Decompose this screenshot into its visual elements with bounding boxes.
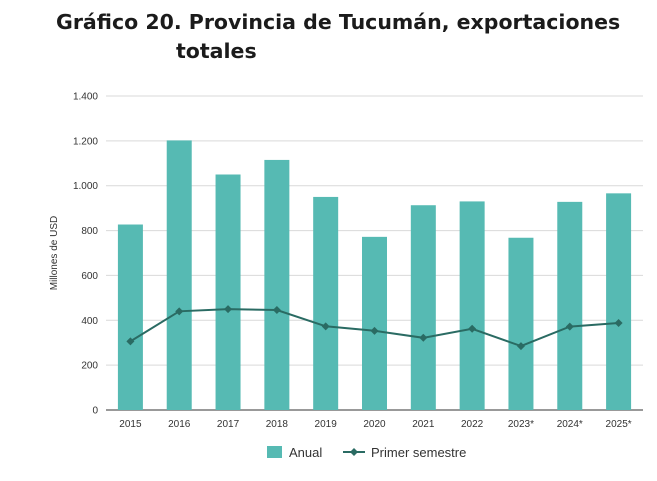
y-tick-label: 1.400	[73, 92, 98, 103]
bar-series	[117, 140, 632, 410]
x-axis-ticks: 2015 2016 2017 2018 2019 2020 2021 2022 2023* 202…	[119, 419, 631, 430]
x-tick-label: 2016	[168, 419, 191, 430]
y-tick-label: 400	[81, 316, 98, 327]
y-tick-label: 200	[81, 361, 98, 372]
bar	[166, 140, 192, 410]
x-tick-label: 2021	[412, 419, 435, 430]
y-axis-ticks: 0 200 400 600 800 1.000 1.200 1.400	[73, 92, 98, 417]
bar	[362, 236, 387, 410]
x-tick-label: 2024*	[557, 419, 583, 430]
line-point	[224, 305, 233, 314]
chart-title-line2: totales	[176, 39, 257, 63]
y-tick-label: 1.200	[73, 136, 98, 147]
bar	[459, 201, 485, 410]
line-point	[468, 324, 477, 333]
line-point	[272, 305, 281, 314]
bar	[557, 201, 583, 410]
x-tick-label: 2015	[119, 419, 142, 430]
y-axis-label: Millones de USD	[49, 216, 60, 290]
line-point	[419, 333, 428, 342]
legend: Anual Primer semestre	[267, 445, 466, 460]
line-point	[321, 322, 330, 331]
bar	[117, 224, 143, 410]
line-point	[370, 326, 379, 335]
bar	[508, 237, 534, 410]
y-tick-label: 800	[81, 226, 98, 237]
line-series	[126, 305, 623, 351]
x-tick-label: 2022	[461, 419, 484, 430]
legend-label-anual: Anual	[289, 445, 322, 460]
legend-label-primer-semestre: Primer semestre	[371, 445, 466, 460]
bar	[215, 174, 241, 410]
y-tick-label: 600	[81, 271, 98, 282]
bar	[313, 196, 339, 410]
x-tick-label: 2018	[266, 419, 289, 430]
y-tick-label: 0	[92, 406, 98, 417]
line-point	[126, 337, 135, 346]
y-tick-label: 1.000	[73, 181, 98, 192]
line-point	[614, 318, 623, 327]
line-point	[565, 322, 574, 331]
chart-title-line1: Gráfico 20. Provincia de Tucumán, export…	[56, 10, 621, 34]
x-tick-label: 2020	[363, 419, 386, 430]
x-tick-label: 2017	[217, 419, 240, 430]
bar	[606, 193, 632, 410]
line-point	[516, 342, 525, 351]
legend-swatch-anual	[267, 446, 282, 458]
legend-marker-diamond-icon	[350, 448, 358, 456]
line-point	[175, 307, 184, 316]
x-tick-label: 2023*	[508, 419, 534, 430]
x-tick-label: 2019	[315, 419, 338, 430]
bar	[410, 205, 436, 410]
x-tick-label: 2025*	[606, 419, 632, 430]
bar	[264, 159, 290, 410]
